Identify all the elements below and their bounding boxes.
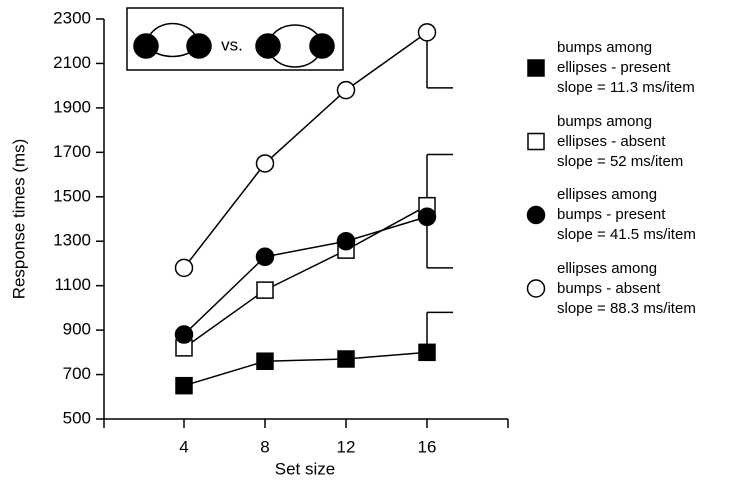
inset-text: vs.: [221, 35, 243, 54]
data-point: [255, 154, 275, 173]
legend-label: ellipses among bumps - absent slope = 88…: [557, 259, 696, 317]
y-tick-label: 500: [63, 408, 91, 427]
data-point: [174, 325, 194, 344]
data-point: [418, 343, 436, 362]
y-tick-label: 1100: [54, 275, 91, 294]
x-tick-label: 16: [418, 437, 437, 456]
x-tick-label: 4: [179, 437, 188, 456]
y-tick-label: 1700: [53, 142, 91, 161]
y-tick-label: 2300: [53, 8, 91, 27]
x-axis-label: Set size: [275, 459, 335, 478]
y-tick-label: 1300: [53, 231, 91, 250]
data-point: [256, 281, 274, 299]
data-point: [337, 350, 355, 368]
y-tick-label: 1500: [53, 186, 91, 205]
data-point: [336, 231, 356, 251]
legend-marker: [527, 132, 545, 151]
data-point: [417, 207, 437, 227]
legend-marker: [527, 59, 545, 77]
data-point: [256, 352, 274, 370]
series-line: [183, 205, 428, 349]
series-line: [183, 351, 428, 387]
data-point: [174, 258, 194, 278]
y-tick-label: 1900: [53, 97, 91, 116]
legend-label: bumps among ellipses - present slope = 1…: [557, 39, 695, 96]
y-tick-label: 2100: [53, 53, 91, 72]
legend-label: bumps among ellipses - absent slope = 52…: [557, 112, 684, 170]
x-tick-label: 12: [337, 437, 356, 456]
legend-marker: [526, 279, 546, 298]
y-axis-label: Response times (ms): [9, 139, 28, 300]
data-point: [417, 23, 437, 42]
y-tick-label: 700: [63, 364, 91, 383]
inset: [126, 7, 344, 71]
series-line: [183, 31, 428, 269]
data-point: [336, 80, 356, 100]
data-point: [175, 376, 193, 395]
legend-label: ellipses among bumps - present slope = 4…: [557, 186, 696, 243]
y-tick-label: 900: [63, 320, 91, 339]
data-point: [255, 247, 275, 267]
x-tick-label: 8: [260, 437, 269, 456]
series-line: [183, 216, 428, 336]
legend-marker: [526, 205, 546, 225]
